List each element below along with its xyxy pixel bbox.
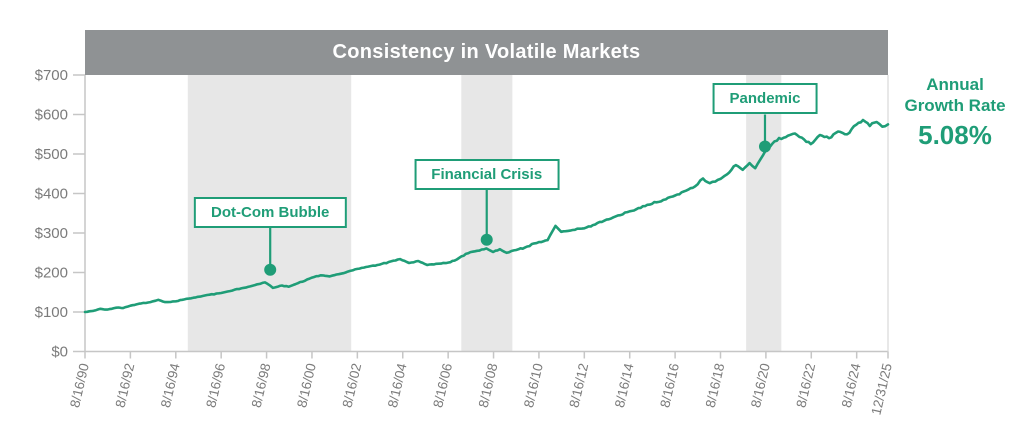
y-tick-label: $600 [35, 107, 68, 124]
x-tick-label: 8/16/98 [249, 362, 274, 409]
x-tick-label: 8/16/96 [203, 362, 228, 409]
series-line [83, 118, 890, 314]
y-tick-label: $0 [51, 344, 68, 361]
annotation-label: Pandemic [729, 90, 801, 108]
x-tick-label: 8/16/08 [476, 362, 501, 409]
event-dot [480, 233, 493, 246]
y-tick-label: $700 [35, 67, 68, 84]
annotation-label: Financial Crisis [431, 165, 543, 183]
y-axis-ticks: $0 $100 $200 $300 $400 $500 $600 $700 [35, 67, 85, 361]
x-tick-label: 8/16/18 [703, 362, 728, 409]
x-tick-label: 8/16/92 [113, 362, 138, 409]
growth-rate-label-line2: Growth Rate [904, 96, 1006, 116]
event-dot [758, 140, 771, 153]
growth-rate-label-line1: Annual [926, 75, 984, 94]
title-bar-bg [85, 30, 888, 75]
annotation-pandemic: Pandemic [712, 83, 818, 115]
x-tick-label: 8/16/00 [294, 362, 319, 409]
x-tick-label: 8/16/16 [657, 362, 682, 409]
chart-title-bar: Consistency in Volatile Markets [85, 30, 888, 75]
annotation-financial-crisis: Financial Crisis [414, 158, 560, 190]
y-tick-label: $300 [35, 225, 68, 242]
annotation-label: Dot-Com Bubble [211, 203, 330, 221]
event-dot [264, 263, 277, 276]
growth-rate-value: 5.08% [918, 119, 992, 150]
annual-growth-rate-callout: Annual Growth Rate 5.08% [886, 74, 1024, 151]
y-tick-label: $400 [35, 186, 68, 203]
x-tick-label: 8/16/02 [340, 362, 365, 409]
y-tick-label: $100 [35, 304, 68, 321]
x-tick-label: 12/31/25 [868, 362, 894, 417]
x-axis-ticks: 8/16/90 8/16/92 8/16/94 8/16/96 8/16/98 8/16/… [67, 351, 895, 417]
x-tick-label: 8/16/10 [521, 362, 546, 409]
x-tick-label: 8/16/06 [430, 362, 455, 409]
x-tick-label: 8/16/12 [566, 362, 591, 409]
chart-title: Consistency in Volatile Markets [332, 41, 641, 63]
y-tick-label: $200 [35, 265, 68, 282]
x-tick-label: 8/16/94 [158, 361, 183, 409]
annotation-dot-com-bubble: Dot-Com Bubble [194, 196, 347, 228]
x-tick-label: 8/16/20 [748, 362, 773, 409]
x-tick-label: 8/16/90 [67, 362, 92, 409]
annotation-markers [264, 114, 771, 276]
x-tick-label: 8/16/24 [839, 361, 864, 409]
x-tick-label: 8/16/14 [612, 361, 637, 409]
band-pandemic [746, 75, 782, 352]
x-tick-label: 8/16/22 [793, 362, 818, 409]
axes [84, 75, 889, 353]
x-tick-label: 8/16/04 [385, 361, 410, 409]
y-tick-label: $500 [35, 146, 68, 163]
